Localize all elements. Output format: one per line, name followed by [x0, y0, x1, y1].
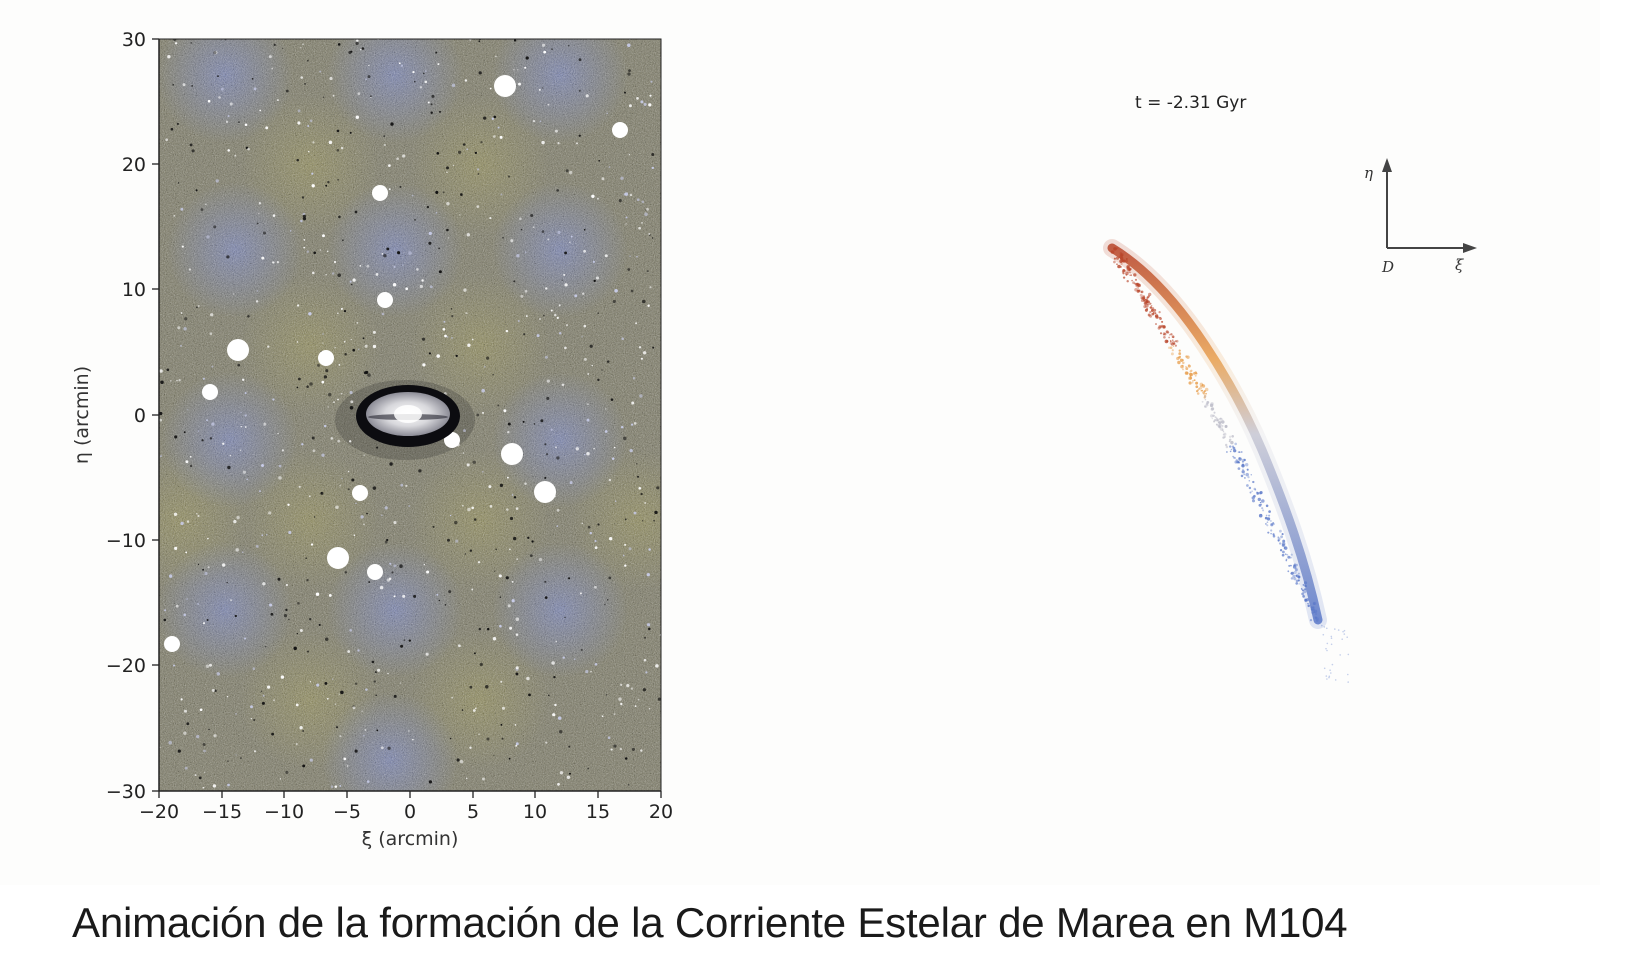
- compass-icon: η ξ D: [1364, 158, 1477, 276]
- x-tick-label: 15: [586, 801, 610, 823]
- figure-canvas: 30 20 10 0 −10 −20 −30 η (arcmin) −20 −1…: [71, 29, 1477, 850]
- galaxy-icon: [356, 385, 460, 447]
- x-tick-label: 0: [404, 801, 416, 823]
- x-tick-label: 20: [649, 801, 673, 823]
- x-tick-label: 5: [467, 801, 479, 823]
- x-tick-label: −15: [202, 801, 242, 823]
- survey-image: [159, 39, 661, 791]
- simulation-panel: t = -2.31 Gyr η ξ D: [1103, 93, 1477, 683]
- y-tick-label: −10: [106, 530, 146, 552]
- compass-xi-label: ξ: [1455, 256, 1464, 274]
- tidal-stream: [1103, 239, 1350, 683]
- x-tick-label: −10: [264, 801, 304, 823]
- x-tick-label: 10: [523, 801, 547, 823]
- y-tick-label: −30: [106, 781, 146, 803]
- compass-eta-label: η: [1364, 164, 1373, 182]
- y-tick-label: 10: [122, 279, 146, 301]
- y-tick-label: 20: [122, 154, 146, 176]
- y-axis: 30 20 10 0 −10 −20 −30 η (arcmin): [71, 29, 160, 803]
- caption: Animación de la formación de la Corrient…: [72, 899, 1348, 946]
- compass-origin-label: D: [1381, 258, 1394, 276]
- y-tick-label: −20: [106, 655, 146, 677]
- x-axis-label: ξ (arcmin): [362, 828, 459, 850]
- x-tick-label: −5: [333, 801, 361, 823]
- y-tick-label: 30: [122, 29, 146, 51]
- x-tick-label: −20: [139, 801, 179, 823]
- y-tick-label: 0: [134, 405, 146, 427]
- x-axis: −20 −15 −10 −5 0 5 10 15 20 ξ (arcmin): [139, 790, 673, 850]
- time-label: t = -2.31 Gyr: [1135, 93, 1246, 113]
- y-axis-label: η (arcmin): [71, 366, 93, 464]
